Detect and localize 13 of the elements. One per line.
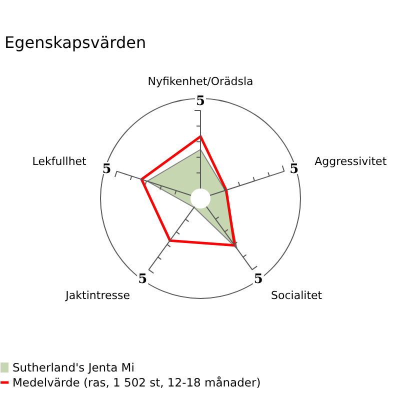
text: 5 <box>196 94 206 109</box>
text: 5 <box>254 272 263 288</box>
text: 5 <box>138 272 148 288</box>
legend-label: Sutherland's Jenta Mi <box>12 360 134 374</box>
legend-label: Medelvärde (ras, 1 502 st, 12-18 månader) <box>12 376 261 390</box>
spoke-label: Nyfikenhet/Orädsla <box>148 75 254 88</box>
spoke-label: Socialitet <box>271 289 323 302</box>
text: 5 <box>290 162 299 178</box>
spoke-label: Jaktintresse <box>64 289 130 302</box>
spoke-label: Aggressivitet <box>314 154 388 168</box>
text: 5 <box>102 162 112 178</box>
spoke-label: Lekfullhet <box>32 154 88 168</box>
chart-title: Egenskapsvärden <box>4 33 146 52</box>
